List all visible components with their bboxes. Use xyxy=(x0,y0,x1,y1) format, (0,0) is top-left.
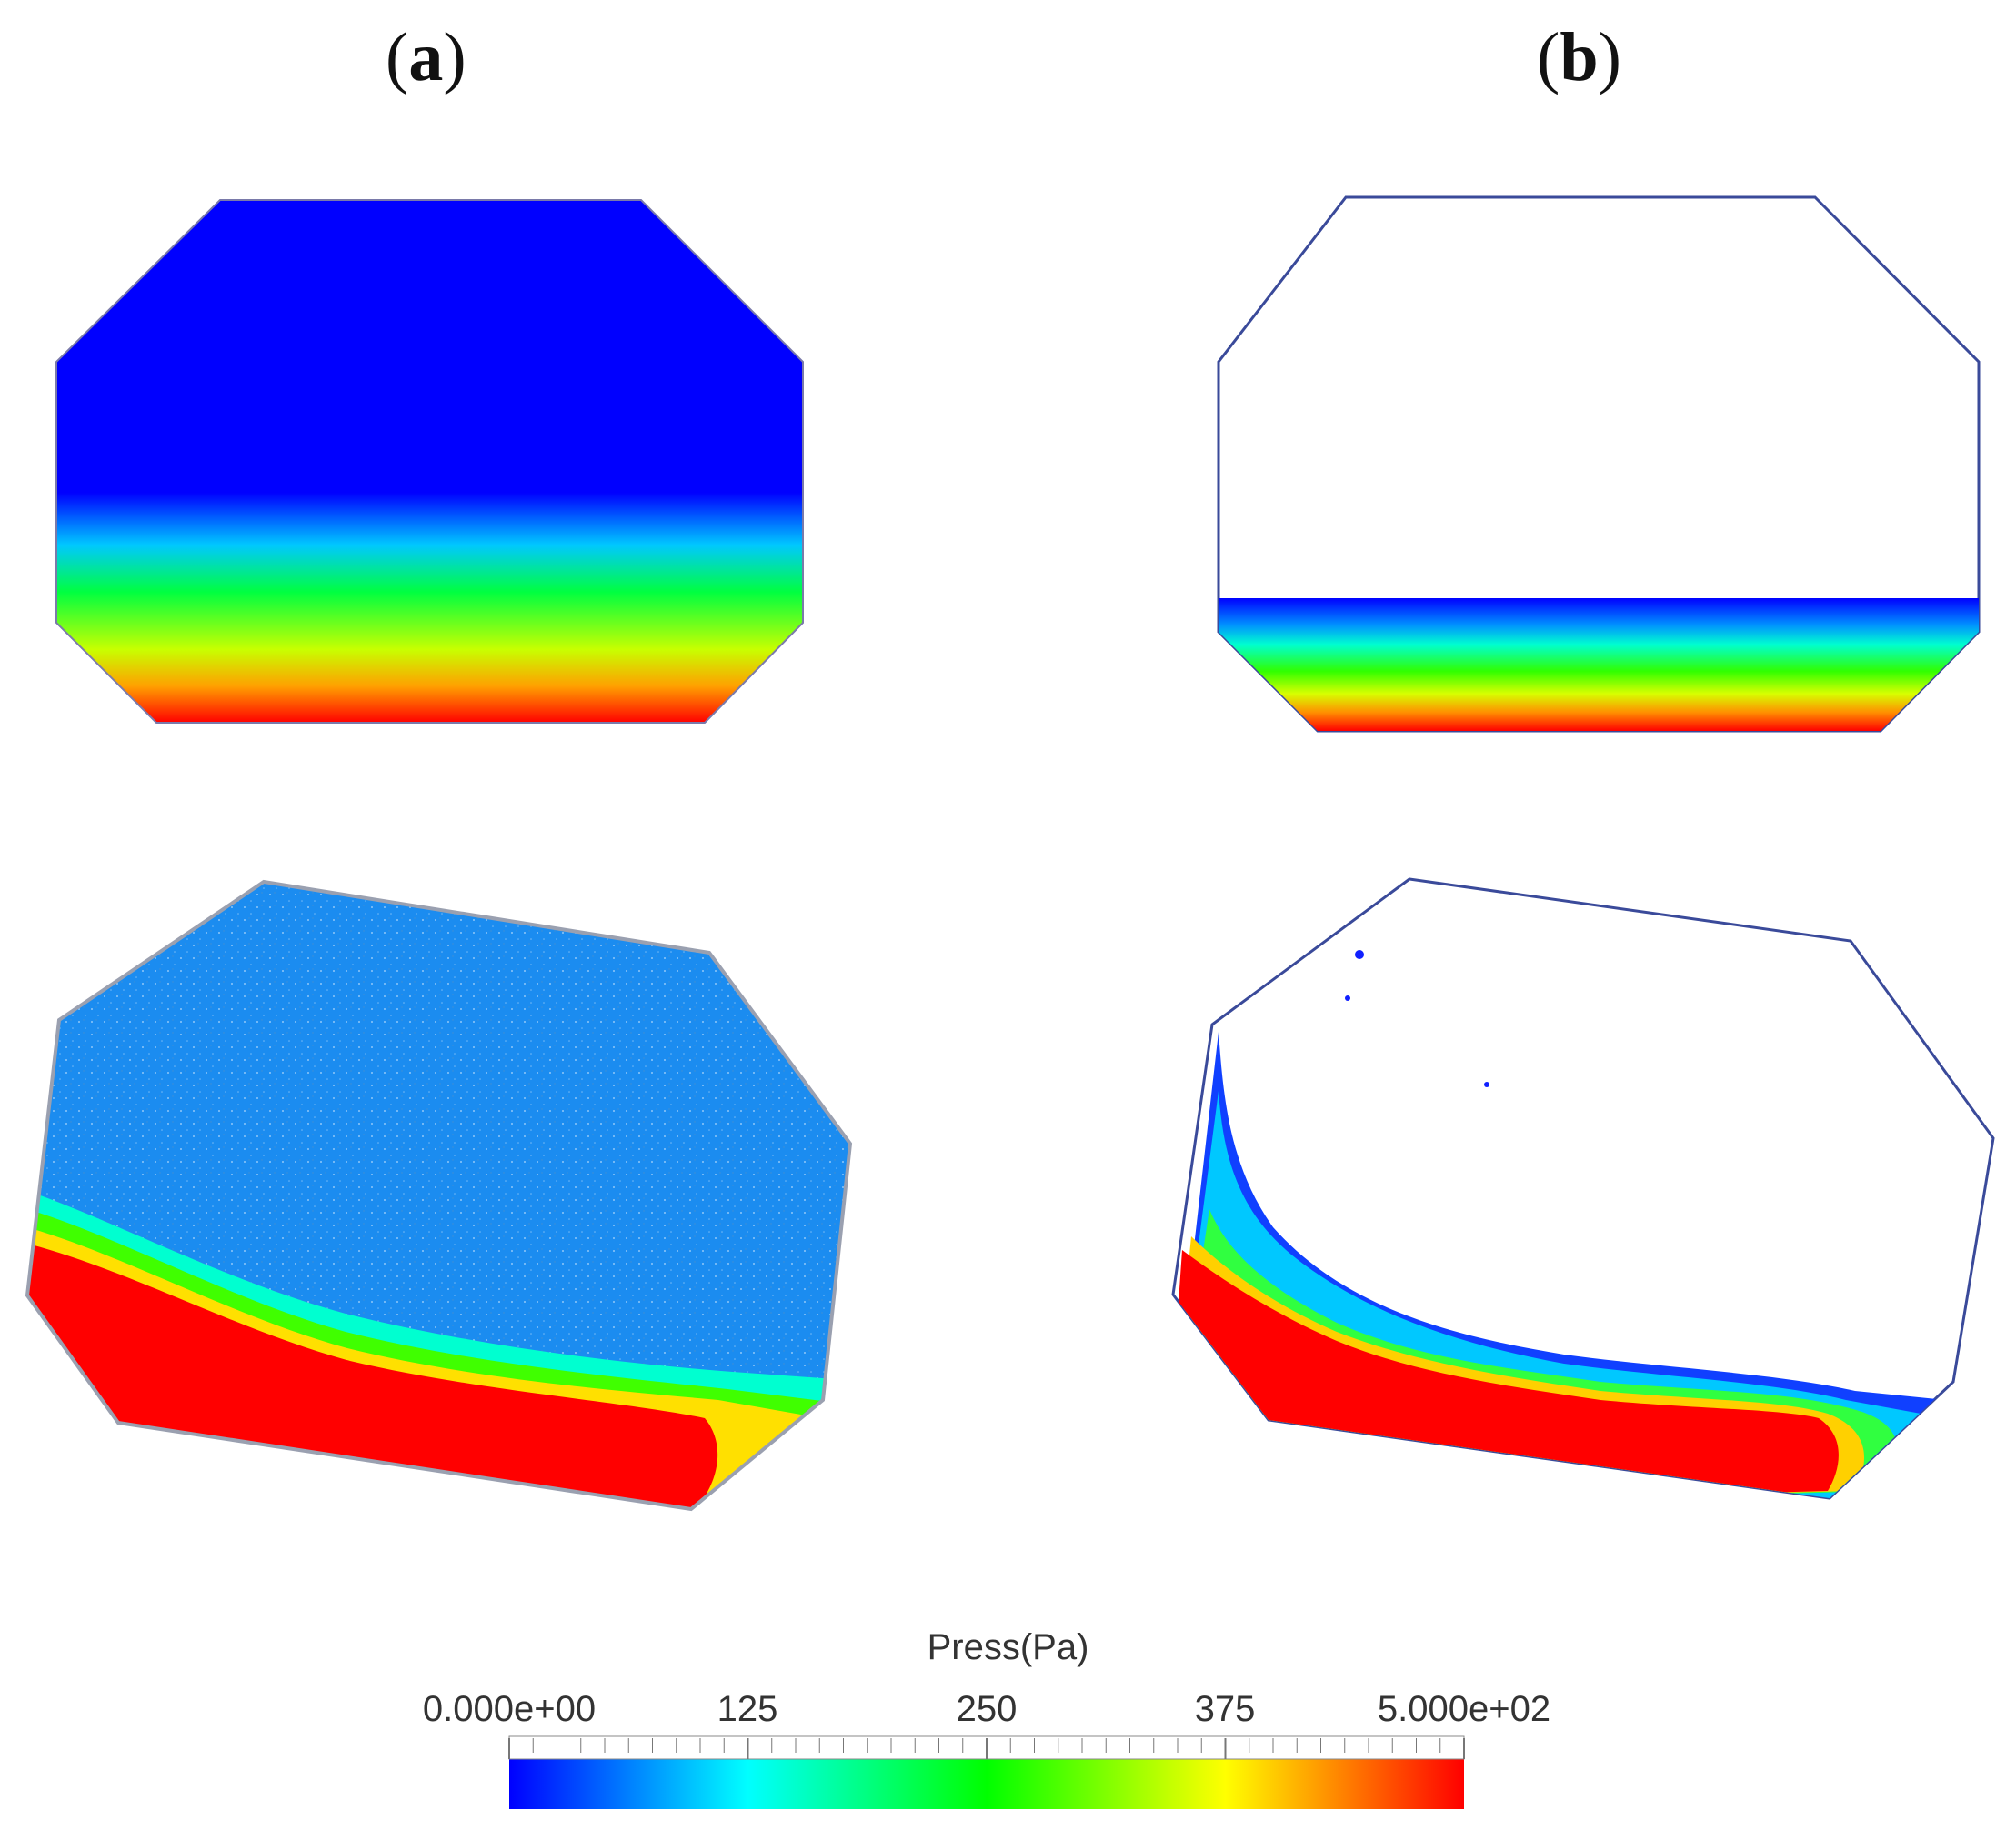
colorbar-gradient xyxy=(509,1759,1464,1809)
panel-a-initial-fluid xyxy=(55,199,804,724)
panel-b-initial-state xyxy=(1217,195,1981,733)
panel-b-label: (b) xyxy=(1537,19,1621,95)
colorbar-tick-label: 5.000e+02 xyxy=(1377,1689,1551,1729)
colorbar-tick-label: 0.000e+00 xyxy=(422,1689,597,1729)
colorbar-title: Press(Pa) xyxy=(927,1627,1089,1667)
colorbar-tick-label: 375 xyxy=(1194,1689,1256,1729)
panel-a-sloshing-state xyxy=(25,879,853,1512)
panel-a-label: (a) xyxy=(386,19,466,95)
panel-b-sloshing-state xyxy=(1171,877,1995,1500)
panel-b-initial-fluid xyxy=(1219,598,1979,731)
colorbar-minor-ticks xyxy=(508,1738,1465,1759)
panel-a-sloshing-container xyxy=(25,879,853,1512)
panel-a-initial-state xyxy=(55,199,804,724)
colorbar-tick-label: 250 xyxy=(956,1689,1018,1729)
colorbar xyxy=(508,1735,1465,1809)
colorbar-tick-label: 125 xyxy=(717,1689,778,1729)
